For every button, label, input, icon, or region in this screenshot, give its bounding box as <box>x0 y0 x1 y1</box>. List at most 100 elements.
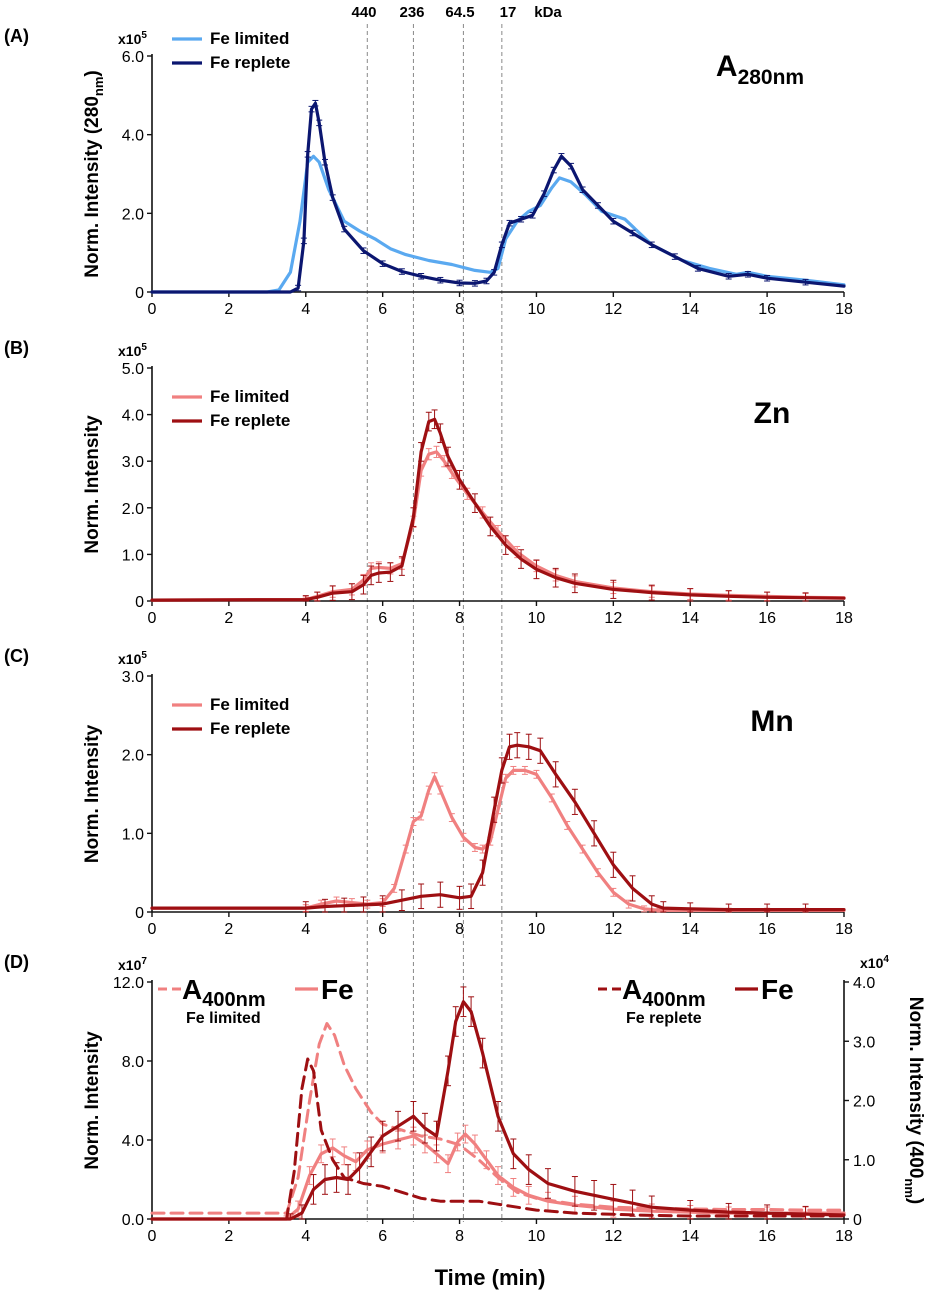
scale-base: x10 <box>118 31 142 47</box>
x-tick-label: 6 <box>378 301 387 318</box>
x-tick-label: 0 <box>148 921 157 938</box>
x-tick-label: 12 <box>604 1228 622 1245</box>
legend-label-0: Fe limited <box>210 387 289 406</box>
y-tick-label: 2.0 <box>122 206 144 223</box>
panel-3: 0 2 4 6 8 10 12 14 16 18 0.0 4.0 8.0 12.0 0 1.0 2.0 3.0 4.… <box>4 952 926 1245</box>
y-axis-title-main: Norm. Intensity <box>82 1031 103 1170</box>
x-tick-label: 14 <box>681 610 699 627</box>
mw-label-17: 17 <box>500 4 517 21</box>
y-axis-title-end: ) <box>82 70 103 76</box>
x-tick-label: 4 <box>301 1228 310 1245</box>
x-tick-label: 6 <box>378 1228 387 1245</box>
y-tick-label: 1.0 <box>122 826 144 843</box>
x-tick-label: 2 <box>224 1228 233 1245</box>
series-line-0 <box>150 154 846 294</box>
y2-tick-label: 1.0 <box>853 1153 875 1170</box>
y-axis-title-main: Norm. Intensity (280 <box>82 96 103 278</box>
series-line-1 <box>150 101 846 294</box>
mw-label-440: 440 <box>351 4 376 21</box>
x-tick-label: 0 <box>148 610 157 627</box>
x-tick-label: 18 <box>835 921 853 938</box>
scale-base: x10 <box>118 651 142 667</box>
x-tick-label: 14 <box>681 921 699 938</box>
panel-label: (C) <box>4 646 29 666</box>
x-tick-label: 10 <box>528 610 546 627</box>
x-tick-label: 6 <box>378 921 387 938</box>
legend-a400-label-1: A400nm <box>622 974 706 1011</box>
legend-label-0: Fe limited <box>210 695 289 714</box>
panel-0: 0 2 4 6 8 10 12 14 16 18 0 2.0 4.0 6.0 (A) x105 Norm. In… <box>4 26 853 318</box>
mw-unit-label: kDa <box>534 4 562 21</box>
y-tick-label: 4.0 <box>122 128 144 145</box>
legend-caption-1: Fe replete <box>626 1010 702 1027</box>
panel-2: 0 2 4 6 8 10 12 14 16 18 0 1.0 2.0 3.0 (C) x105 Norm. In… <box>4 646 853 938</box>
legend-label-1: Fe replete <box>210 719 290 738</box>
scale2-base: x10 <box>860 955 884 971</box>
y2-tick-label: 4.0 <box>853 975 875 992</box>
x-tick-label: 4 <box>301 301 310 318</box>
y-axis-title-sub: nm <box>91 77 106 97</box>
x-tick-label: 4 <box>301 610 310 627</box>
x-tick-label: 0 <box>148 1228 157 1245</box>
y-tick-label: 4.0 <box>122 408 144 425</box>
y-tick-label: 4.0 <box>122 1133 144 1150</box>
scale-exponent: 5 <box>141 30 147 41</box>
panel-annotation-main: A <box>716 50 738 83</box>
y-tick-label: 2.0 <box>122 748 144 765</box>
y2-tick-label: 3.0 <box>853 1034 875 1051</box>
legend-label-0: Fe limited <box>210 29 289 48</box>
y2-axis-title-end: ) <box>905 1198 926 1204</box>
panel-1: 0 2 4 6 8 10 12 14 16 18 0 1.0 2.0 3.0 4.0 5.0 (B) x105 No… <box>4 338 853 627</box>
legend-label-1: Fe replete <box>210 411 290 430</box>
mw-label-236: 236 <box>399 4 424 21</box>
legend-a400-main-1: A <box>622 974 642 1005</box>
x-tick-label: 16 <box>758 921 776 938</box>
y-tick-label: 3.0 <box>122 669 144 686</box>
x-tick-label: 16 <box>758 1228 776 1245</box>
x-tick-label: 8 <box>455 921 464 938</box>
x-tick-label: 8 <box>455 610 464 627</box>
y2-axis-title-sub: nm <box>902 1178 917 1198</box>
scale-base: x10 <box>118 957 142 973</box>
scale-exponent: 5 <box>141 650 147 661</box>
panel-label: (B) <box>4 338 29 358</box>
y-tick-label: 0 <box>135 905 144 922</box>
legend-a400-label-0: A400nm <box>182 974 266 1011</box>
x-tick-label: 8 <box>455 1228 464 1245</box>
legend-fe-label-0: Fe <box>321 974 354 1005</box>
y-axis-title: Norm. Intensity <box>82 415 103 554</box>
legend-a400-main-0: A <box>182 974 202 1005</box>
x-tick-label: 2 <box>224 301 233 318</box>
x-tick-label: 10 <box>528 1228 546 1245</box>
x-tick-label: 14 <box>681 1228 699 1245</box>
x-tick-label: 10 <box>528 301 546 318</box>
series-line-1 <box>150 743 846 912</box>
scale-base: x10 <box>118 343 142 359</box>
panel-annotation: A280nm <box>716 50 804 89</box>
panel-label: (D) <box>4 952 29 972</box>
x-tick-label: 12 <box>604 921 622 938</box>
x-tick-label: 18 <box>835 610 853 627</box>
y-tick-label: 12.0 <box>113 975 144 992</box>
scale-multiplier: x105 <box>118 342 147 359</box>
y-axis-title: Norm. Intensity <box>82 724 103 863</box>
y-tick-label: 5.0 <box>122 361 144 378</box>
x-tick-label: 18 <box>835 1228 853 1245</box>
panel-label: (A) <box>4 26 29 46</box>
y-axis-title: Norm. Intensity (280nm) <box>82 70 106 277</box>
x-axis-title: Time (min) <box>435 1265 546 1290</box>
legend-a400-sub-0: 400nm <box>202 989 265 1011</box>
x-tick-label: 0 <box>148 301 157 318</box>
legend-label-1: Fe replete <box>210 53 290 72</box>
y-axis-title: Norm. Intensity <box>82 1031 103 1170</box>
x-tick-label: 2 <box>224 610 233 627</box>
legend-caption-0: Fe limited <box>186 1010 261 1027</box>
y-tick-label: 0.0 <box>122 1212 144 1229</box>
y-tick-label: 1.0 <box>122 547 144 564</box>
y-tick-label: 0 <box>135 285 144 302</box>
y2-axis-title-main: Norm. Intensity (400 <box>905 997 926 1179</box>
scale-multiplier: x105 <box>118 650 147 667</box>
x-tick-label: 12 <box>604 301 622 318</box>
y2-axis-title: Norm. Intensity (400nm) <box>902 997 926 1204</box>
